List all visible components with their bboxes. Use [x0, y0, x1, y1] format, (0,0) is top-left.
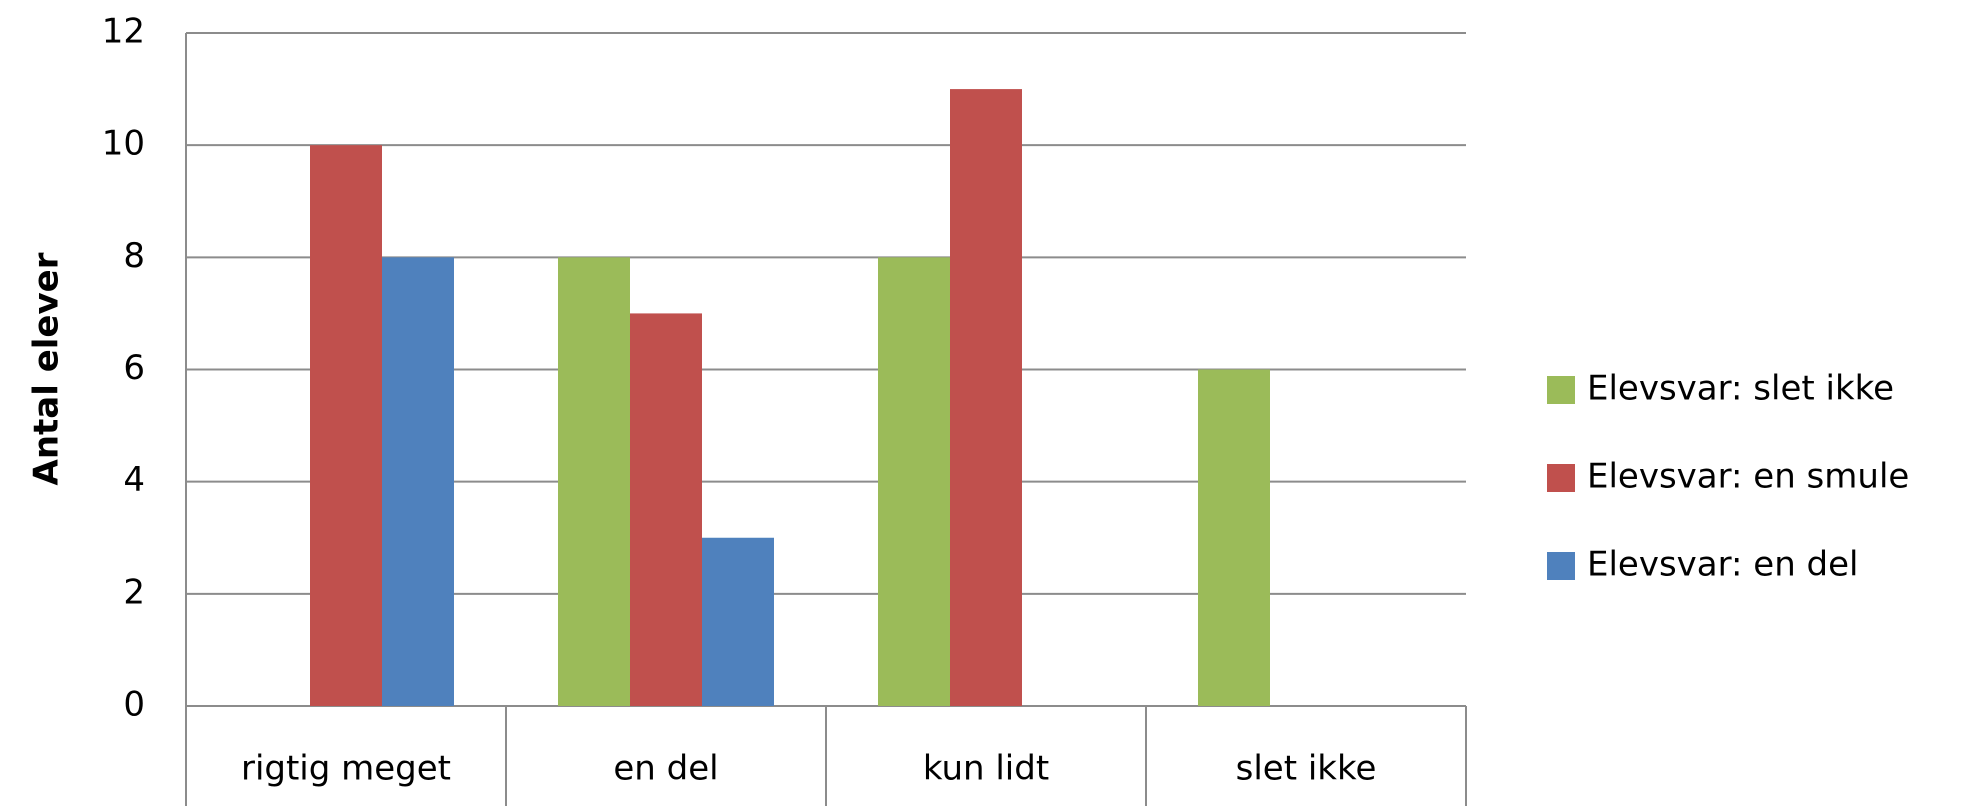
legend-label: Elevsvar: en del — [1587, 545, 1859, 585]
x-tick-label: en del — [613, 749, 718, 789]
y-tick-label: 4 — [123, 460, 145, 500]
bar — [878, 257, 950, 706]
bar — [630, 313, 702, 706]
bar — [1198, 369, 1270, 706]
legend-swatch — [1547, 376, 1575, 404]
legend-label: Elevsvar: en smule — [1587, 457, 1909, 497]
legend-swatch — [1547, 464, 1575, 492]
bar — [310, 145, 382, 706]
y-tick-label: 10 — [102, 124, 145, 164]
y-tick-label: 8 — [123, 236, 145, 276]
y-tick-label: 12 — [102, 12, 145, 52]
y-tick-label: 6 — [123, 348, 145, 388]
x-tick-label: slet ikke — [1236, 749, 1377, 789]
legend-swatch — [1547, 552, 1575, 580]
y-tick-label: 0 — [123, 685, 145, 725]
y-axis-label: Antal elever — [27, 252, 67, 485]
legend-label: Elevsvar: slet ikke — [1587, 369, 1894, 409]
y-tick-label: 2 — [123, 572, 145, 612]
bar — [382, 257, 454, 706]
x-tick-label: kun lidt — [923, 749, 1049, 789]
x-tick-label: rigtig meget — [241, 749, 451, 789]
bar — [558, 257, 630, 706]
bar — [950, 89, 1022, 707]
bar — [702, 537, 774, 706]
